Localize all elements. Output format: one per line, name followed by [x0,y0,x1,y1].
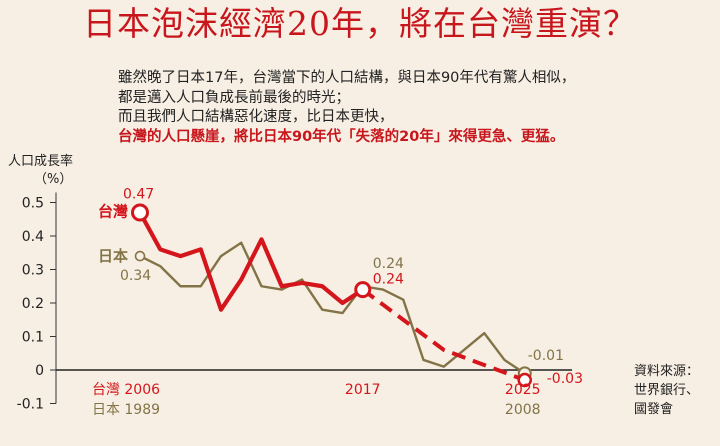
y-tick-label: 0.1 [22,330,44,346]
y-tick-label: -0.1 [17,397,44,413]
page-title: 日本泡沫經濟20年，將在台灣重演？ [83,4,637,43]
y-tick-label: 0.2 [22,296,44,312]
y-tick-label: 0.5 [22,196,44,212]
source-label: 資料來源： [634,364,700,379]
description-line-4: 台灣的人口懸崖，將比日本90年代「失落的20年」來得更急、更猛。 [118,128,565,145]
x-label-japan-2008: 2008 [505,402,541,418]
point-taiwan-2017 [354,281,372,299]
point-japan-1989 [134,250,146,262]
series-line-taiwan-projection [361,287,526,382]
description-line-1: 雖然晚了日本17年，台灣當下的人口結構，與日本90年代有驚人相似， [118,70,576,86]
point-taiwan-2006 [131,203,149,222]
description: 雖然晚了日本17年，台灣當下的人口結構，與日本90年代有驚人相似， 都是邁入人口… [118,69,575,147]
data-label-japan-2008-mid: 0.24 [373,256,404,272]
data-label-taiwan-2006: 0.47 [123,187,154,203]
description-line-3: 而且我們人口結構惡化速度，比日本更快， [118,109,394,125]
x-label-japan-start: 日本 1989 [92,402,160,418]
y-tick-label: 0.3 [22,263,44,279]
point-taiwan-2025 [517,372,532,388]
data-label-japan-2008: -0.01 [528,348,564,364]
series-line-taiwan [138,211,364,312]
x-label-taiwan-2025: 2025 [505,382,541,398]
x-label-taiwan-start: 台灣 2006 [92,382,160,398]
data-label-taiwan-2025: -0.03 [547,371,583,387]
source-line-2: 國發會 [634,402,674,417]
y-tick-label: 0.4 [22,229,44,245]
data-label-japan-1989: 0.34 [120,268,151,284]
data-label-taiwan-2017: 0.24 [373,272,404,288]
series-line-japan [139,241,526,375]
y-axis-label: 人口成長率 [8,154,74,169]
description-line-2: 都是邁入人口負成長前最後的時光； [118,89,350,106]
y-axis-unit: （%） [34,172,73,187]
series-label-japan: 日本 [98,247,128,265]
source-line-1: 世界銀行、 [634,383,700,398]
series-label-taiwan: 台灣 [98,203,128,221]
x-label-taiwan-2017: 2017 [345,382,381,398]
source-note: 資料來源： 世界銀行、 國發會 [634,362,699,419]
y-tick-label: 0 [35,363,44,379]
